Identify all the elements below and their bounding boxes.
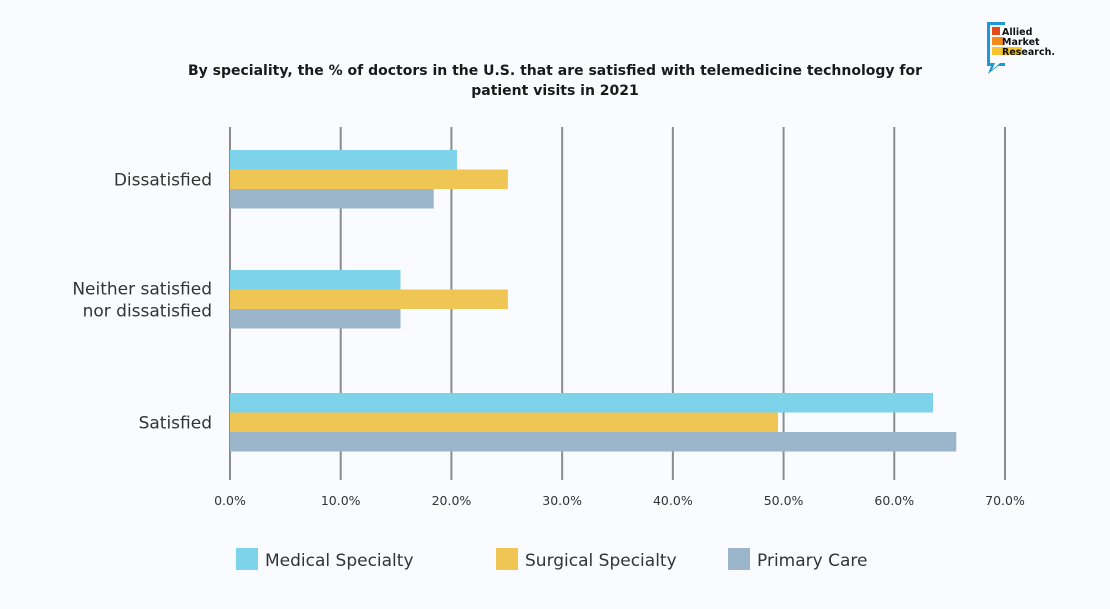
bar-primary-care: [230, 189, 434, 209]
bar-primary-care: [230, 432, 957, 452]
x-tick-label: 70.0%: [985, 493, 1025, 508]
x-tick-label: 40.0%: [653, 493, 693, 508]
x-tick-label: 60.0%: [874, 493, 914, 508]
logo-icon: [992, 27, 1000, 35]
legend-swatch: [236, 548, 258, 570]
legend-swatch: [496, 548, 518, 570]
logo-text: Research.: [1002, 47, 1055, 58]
bar-medical-specialty: [230, 270, 401, 290]
logo-text: Allied: [1002, 27, 1032, 38]
bar-medical-specialty: [230, 393, 934, 413]
category-label: Neither satisfied: [72, 279, 212, 299]
bar-surgical-specialty: [230, 169, 508, 189]
bar-medical-specialty: [230, 150, 457, 170]
x-tick-label: 50.0%: [764, 493, 804, 508]
category-label: Dissatisfied: [114, 170, 212, 190]
chart-title: By speciality, the % of doctors in the U…: [188, 63, 922, 79]
logo-icon: [992, 37, 1004, 45]
x-tick-label: 20.0%: [432, 493, 472, 508]
legend-label: Medical Specialty: [265, 551, 414, 571]
x-tick-label: 0.0%: [214, 493, 246, 508]
category-label: Satisfied: [139, 413, 212, 433]
bar-primary-care: [230, 309, 401, 329]
legend-label: Surgical Specialty: [525, 551, 677, 571]
category-label: nor dissatisfied: [83, 301, 212, 321]
logo-icon: [987, 22, 1005, 74]
logo-text: Market: [1002, 37, 1040, 48]
chart-title: patient visits in 2021: [471, 83, 639, 99]
bar-surgical-specialty: [230, 412, 779, 432]
legend-swatch: [728, 548, 750, 570]
bar-surgical-specialty: [230, 289, 508, 309]
logo-icon: [992, 47, 1022, 55]
legend-label: Primary Care: [757, 551, 867, 571]
x-tick-label: 30.0%: [542, 493, 582, 508]
x-tick-label: 10.0%: [321, 493, 361, 508]
